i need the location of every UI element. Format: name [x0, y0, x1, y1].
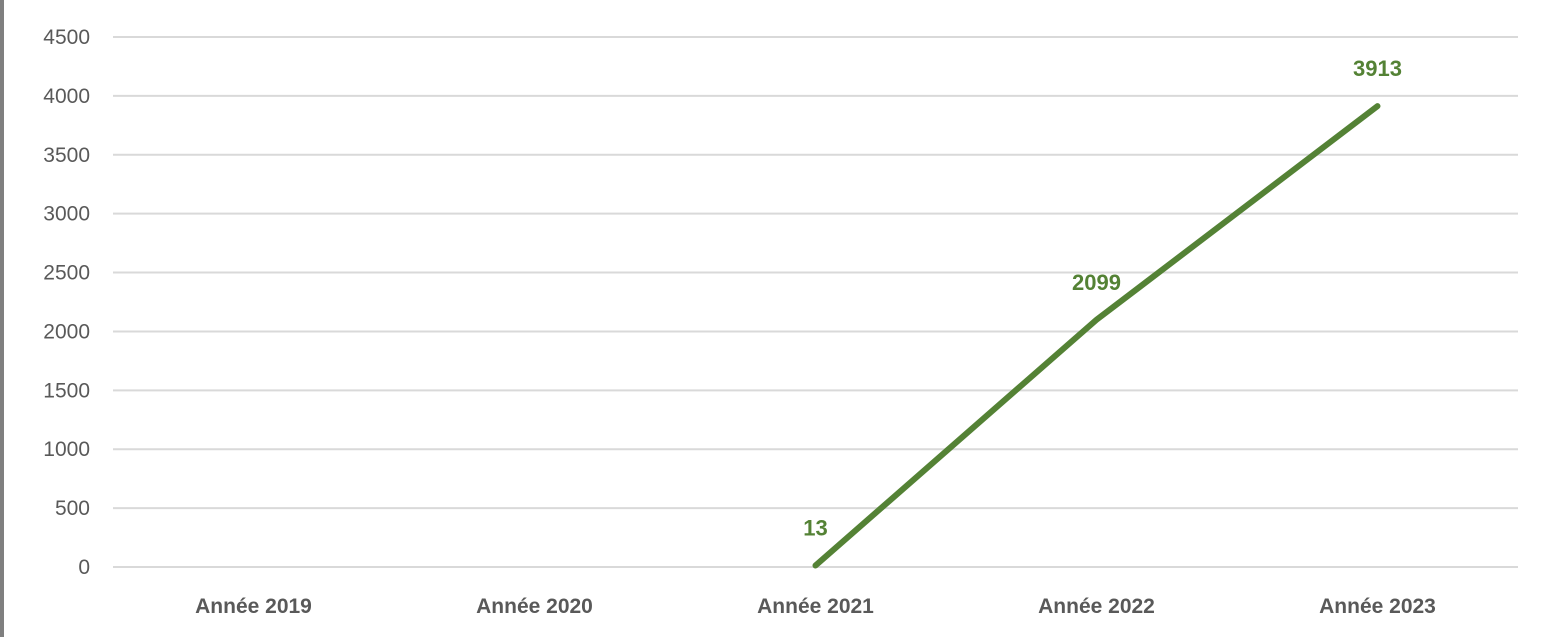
y-tick-label: 1000: [43, 438, 90, 461]
y-tick-label: 2500: [43, 262, 90, 285]
x-tick-label: Année 2023: [1319, 595, 1436, 618]
x-tick-label: Année 2019: [195, 595, 312, 618]
data-label: 2099: [1072, 270, 1121, 295]
x-tick-label: Année 2022: [1038, 595, 1155, 618]
y-tick-label: 4000: [43, 85, 90, 108]
y-tick-label: 2000: [43, 320, 90, 343]
y-tick-label: 4500: [43, 26, 90, 49]
y-tick-label: 1500: [43, 379, 90, 402]
y-tick-label: 0: [78, 556, 90, 579]
data-label: 3913: [1353, 56, 1402, 81]
y-tick-label: 3500: [43, 144, 90, 167]
y-tick-label: 3000: [43, 203, 90, 226]
series-line: [812, 103, 1381, 569]
y-tick-label: 500: [55, 497, 90, 520]
data-label: 13: [803, 515, 827, 540]
x-tick-label: Année 2020: [476, 595, 593, 618]
left-border: [0, 0, 4, 637]
x-tick-label: Année 2021: [757, 595, 874, 618]
